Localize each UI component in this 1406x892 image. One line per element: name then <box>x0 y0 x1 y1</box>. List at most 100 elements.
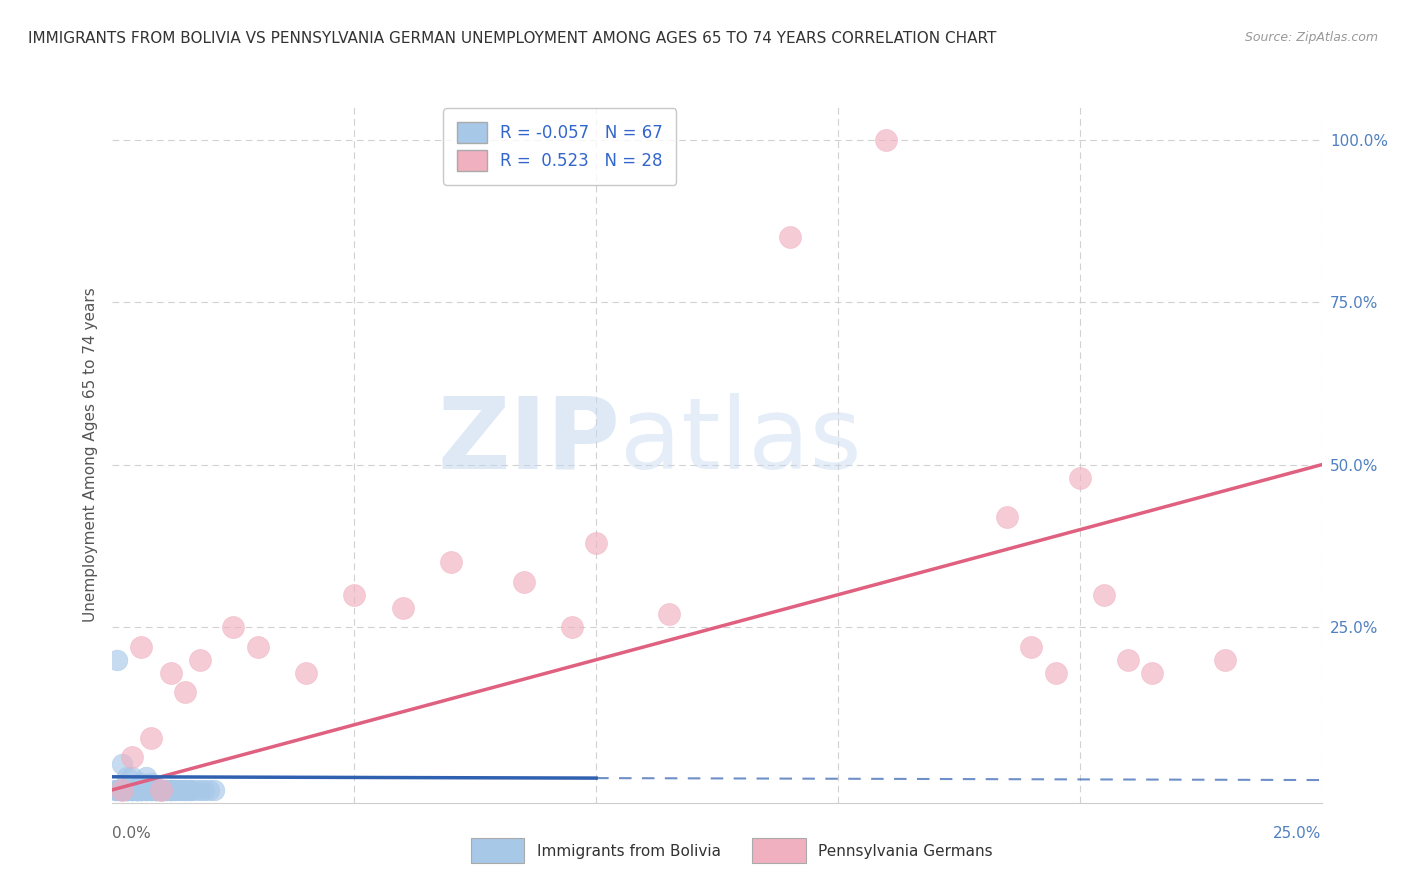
Text: Pennsylvania Germans: Pennsylvania Germans <box>818 845 993 859</box>
Point <box>1213 653 1236 667</box>
Point <box>111 782 134 797</box>
Point <box>512 574 534 589</box>
Point <box>141 731 163 745</box>
Text: atlas: atlas <box>620 392 862 490</box>
Point <box>131 782 153 797</box>
Point <box>115 782 138 797</box>
Point <box>115 782 138 797</box>
Text: 25.0%: 25.0% <box>1274 826 1322 840</box>
Point <box>875 132 897 146</box>
Point <box>1092 588 1115 602</box>
Point <box>149 782 172 797</box>
Point <box>174 782 197 797</box>
Point <box>658 607 681 622</box>
Point <box>779 230 801 244</box>
Point <box>159 665 181 680</box>
Point <box>115 782 138 797</box>
Point <box>145 782 167 797</box>
Point <box>135 782 157 797</box>
Point <box>125 782 148 797</box>
Text: Source: ZipAtlas.com: Source: ZipAtlas.com <box>1244 31 1378 45</box>
Point <box>149 782 172 797</box>
Point <box>159 782 181 797</box>
Point <box>1142 665 1164 680</box>
Point <box>155 782 177 797</box>
Point <box>149 782 172 797</box>
Point <box>343 588 366 602</box>
Point <box>1045 665 1067 680</box>
Point <box>125 782 148 797</box>
Text: 0.0%: 0.0% <box>112 826 152 840</box>
Point <box>121 782 143 797</box>
Point <box>391 600 413 615</box>
Point <box>169 782 191 797</box>
Point <box>141 782 163 797</box>
Point <box>193 782 215 797</box>
Text: ZIP: ZIP <box>437 392 620 490</box>
Point <box>125 782 148 797</box>
Point <box>135 782 157 797</box>
Point <box>165 782 187 797</box>
Point <box>141 782 163 797</box>
Text: IMMIGRANTS FROM BOLIVIA VS PENNSYLVANIA GERMAN UNEMPLOYMENT AMONG AGES 65 TO 74 : IMMIGRANTS FROM BOLIVIA VS PENNSYLVANIA … <box>28 31 997 46</box>
Point <box>125 782 148 797</box>
Point <box>131 776 153 790</box>
Point <box>131 640 153 654</box>
Point <box>111 782 134 797</box>
Point <box>125 782 148 797</box>
Point <box>121 770 143 784</box>
Point <box>202 782 225 797</box>
Point <box>155 782 177 797</box>
Point <box>108 782 131 797</box>
Legend: R = -0.057   N = 67, R =  0.523   N = 28: R = -0.057 N = 67, R = 0.523 N = 28 <box>443 109 676 185</box>
Point <box>198 782 221 797</box>
Point <box>159 782 181 797</box>
Text: Immigrants from Bolivia: Immigrants from Bolivia <box>537 845 721 859</box>
Point <box>440 555 463 569</box>
Point <box>131 782 153 797</box>
Point <box>111 782 134 797</box>
Point <box>188 782 211 797</box>
Point <box>995 509 1018 524</box>
Y-axis label: Unemployment Among Ages 65 to 74 years: Unemployment Among Ages 65 to 74 years <box>83 287 98 623</box>
Point <box>115 782 138 797</box>
Point <box>561 620 583 634</box>
Point <box>145 782 167 797</box>
Point <box>115 770 138 784</box>
Point <box>141 776 163 790</box>
Point <box>145 782 167 797</box>
Point <box>115 782 138 797</box>
Point <box>121 782 143 797</box>
Point <box>149 782 172 797</box>
Point <box>111 756 134 771</box>
Point <box>1116 653 1139 667</box>
Point <box>125 782 148 797</box>
Point <box>131 782 153 797</box>
Point <box>149 782 172 797</box>
Point <box>121 782 143 797</box>
Point <box>105 782 128 797</box>
Point <box>169 782 191 797</box>
Point <box>183 782 205 797</box>
Point <box>121 782 143 797</box>
Point <box>104 782 127 797</box>
Point <box>121 750 143 764</box>
Point <box>179 782 201 797</box>
Point <box>295 665 318 680</box>
Point <box>155 782 177 797</box>
Point <box>131 782 153 797</box>
Point <box>246 640 269 654</box>
Point <box>222 620 245 634</box>
Point <box>585 535 607 549</box>
Point <box>149 782 172 797</box>
Point <box>135 770 157 784</box>
Point <box>174 782 197 797</box>
Point <box>1021 640 1043 654</box>
Point <box>141 782 163 797</box>
Point <box>165 782 187 797</box>
Point <box>105 782 128 797</box>
Point <box>105 653 128 667</box>
Point <box>111 782 134 797</box>
Point <box>179 782 201 797</box>
Point <box>159 782 181 797</box>
